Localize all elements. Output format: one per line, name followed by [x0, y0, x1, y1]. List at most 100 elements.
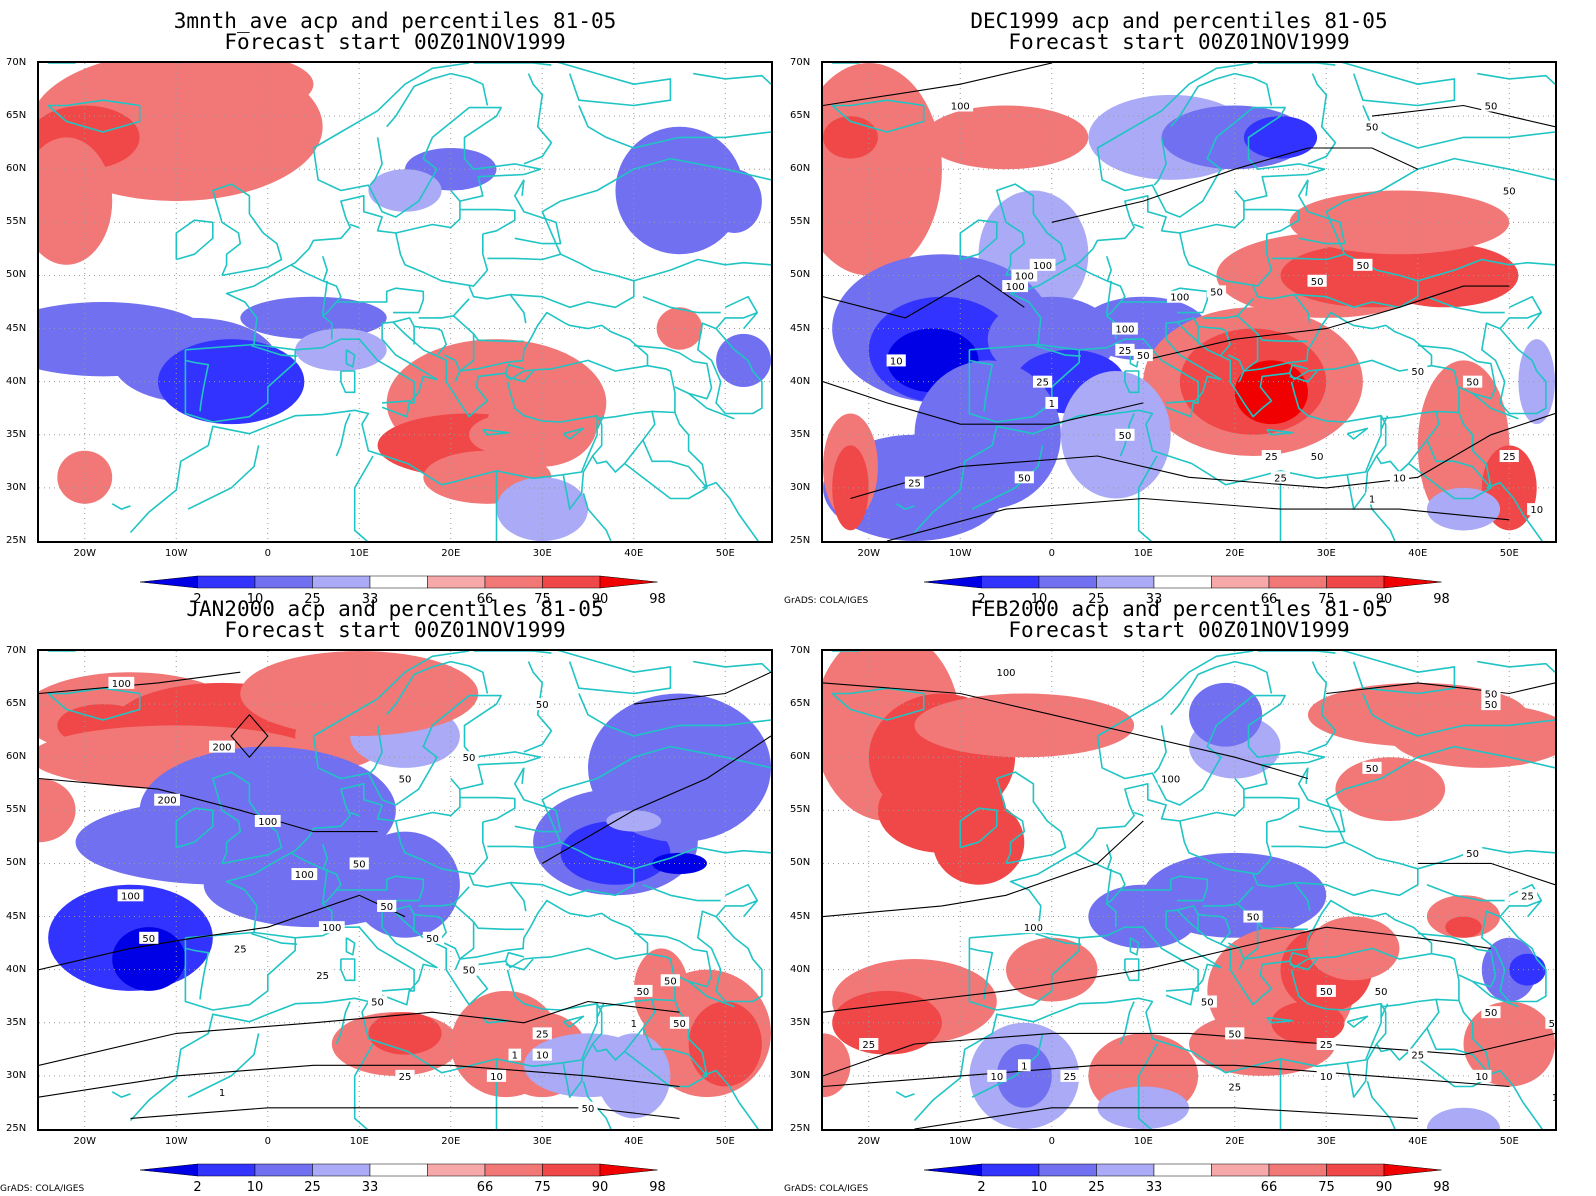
coastline-segment	[724, 295, 759, 330]
colorbar-label: 66	[476, 592, 494, 607]
coastline-segment	[1105, 280, 1112, 315]
shaded-region	[112, 927, 186, 991]
contour-label: 25	[536, 1029, 549, 1040]
contour-label-bg	[209, 740, 235, 753]
contour-label: 100	[1033, 261, 1052, 272]
grads-credit: GrADS: COLA/IGES	[784, 1184, 869, 1194]
coastline-segment	[1170, 72, 1236, 128]
contours	[823, 682, 1555, 1129]
coastline-segment	[335, 1001, 351, 1045]
coastline-segment	[369, 725, 383, 774]
lon-tick-label: 20W	[857, 1136, 881, 1147]
coastline-segment	[1375, 999, 1440, 1061]
contour-label: 1	[512, 1051, 518, 1062]
coastline-segment	[1499, 899, 1542, 918]
colorbar-segment	[981, 575, 1040, 589]
shaded-region	[606, 810, 662, 832]
coastline-segment	[831, 99, 925, 133]
colorbar-segment	[924, 575, 982, 589]
contour-line	[823, 682, 1309, 780]
coastline-segment	[459, 208, 516, 235]
coastline-segment	[1325, 745, 1555, 843]
coastline-segment	[562, 1003, 603, 1098]
coastline-segment	[1179, 820, 1273, 875]
contour-label-bg	[377, 899, 397, 912]
contour-label-bg	[230, 942, 250, 955]
coastline-segment	[1252, 285, 1311, 324]
lat-tick-label: 30N	[6, 1069, 27, 1081]
lon-tick-label: 50E	[1499, 1136, 1519, 1147]
lat-tick-label: 65N	[6, 110, 27, 122]
contour-line	[1143, 285, 1510, 361]
coastline-segment	[111, 1091, 131, 1098]
coastline-segment	[562, 1015, 585, 1028]
coastline-segment	[1120, 287, 1209, 314]
coastline-segment	[225, 651, 542, 933]
coastline-segment	[697, 322, 763, 415]
lat-tick-label: 35N	[790, 1016, 811, 1028]
shaded-region	[823, 116, 878, 159]
lon-tick-label: 0	[1048, 548, 1055, 559]
coastline-segment	[1234, 189, 1245, 202]
coastline-segment	[624, 439, 708, 500]
shaded-region	[1271, 1001, 1345, 1045]
coastline-segment	[582, 492, 612, 541]
coastline-segment	[1346, 1003, 1387, 1098]
contour-label: 25	[908, 479, 921, 490]
coastline-segment	[1472, 980, 1519, 1008]
contour-label: 50	[536, 700, 549, 711]
map-frame: 100 200 200 50 50 50 100 50 100 100 50 100 50 50 50 50 2…	[37, 649, 773, 1131]
coastline-segment	[295, 899, 649, 1006]
coastlines	[831, 651, 1555, 1129]
contour-label-bg	[154, 793, 180, 806]
contour-label: 50	[1320, 987, 1333, 998]
lat-tick-label: 30N	[790, 481, 811, 493]
coastline-segment	[290, 852, 342, 928]
lon-tick-label: 20E	[1225, 548, 1245, 559]
coastline-segment	[225, 63, 542, 345]
coastline-segment	[1257, 63, 1336, 66]
colorbar-label: 66	[1260, 592, 1278, 607]
coastline-segment	[349, 223, 360, 229]
colorbar-label: 90	[1375, 1180, 1393, 1195]
coastline-segment	[1346, 427, 1369, 440]
contour-label-bg	[1499, 184, 1519, 197]
coastline-segment	[1341, 63, 1382, 75]
coastline-segment	[557, 651, 598, 663]
shaded-region	[832, 445, 869, 531]
coastline-segment	[724, 883, 759, 918]
contour-label-bg	[367, 995, 388, 1008]
coastline-segment	[633, 344, 713, 400]
contour-label: 1	[1049, 399, 1055, 410]
coastline-segment	[895, 503, 915, 510]
contour-label-bg	[1197, 995, 1217, 1008]
colorbar-segment	[369, 575, 428, 589]
shaded-region	[1390, 704, 1555, 768]
colorbar-label: 33	[1145, 592, 1163, 607]
contour-label-bg	[669, 1016, 690, 1029]
coastline-segment	[1120, 875, 1209, 902]
shaded-region	[1445, 916, 1482, 938]
coastline-segment	[473, 63, 552, 66]
coastline-segment	[1289, 958, 1318, 971]
coastline-segment	[1380, 415, 1389, 430]
shaded-region	[823, 1033, 851, 1098]
contour-line	[39, 894, 406, 971]
contour-line	[886, 497, 1510, 541]
shaded-region	[368, 169, 442, 212]
lon-tick-label: 20E	[441, 548, 461, 559]
contour-label: 100	[1015, 271, 1034, 282]
coastline-segment	[969, 947, 994, 1000]
contour-label: 50	[637, 987, 650, 998]
map-frame: 100 50 50 50 100 50 25 100 50 50 50 50 25 10 1 25 10 50 50…	[821, 649, 1557, 1131]
coastline-segment	[1074, 264, 1126, 340]
map-canvas	[39, 63, 771, 541]
coastlines	[47, 651, 771, 1129]
coastline-segment	[395, 232, 489, 287]
lon-tick-label: 10W	[948, 1136, 972, 1147]
lat-tick-label: 40N	[790, 963, 811, 975]
coastline-segment	[1153, 725, 1167, 774]
coastline-segment	[443, 354, 461, 383]
contour-label-bg	[660, 974, 680, 987]
